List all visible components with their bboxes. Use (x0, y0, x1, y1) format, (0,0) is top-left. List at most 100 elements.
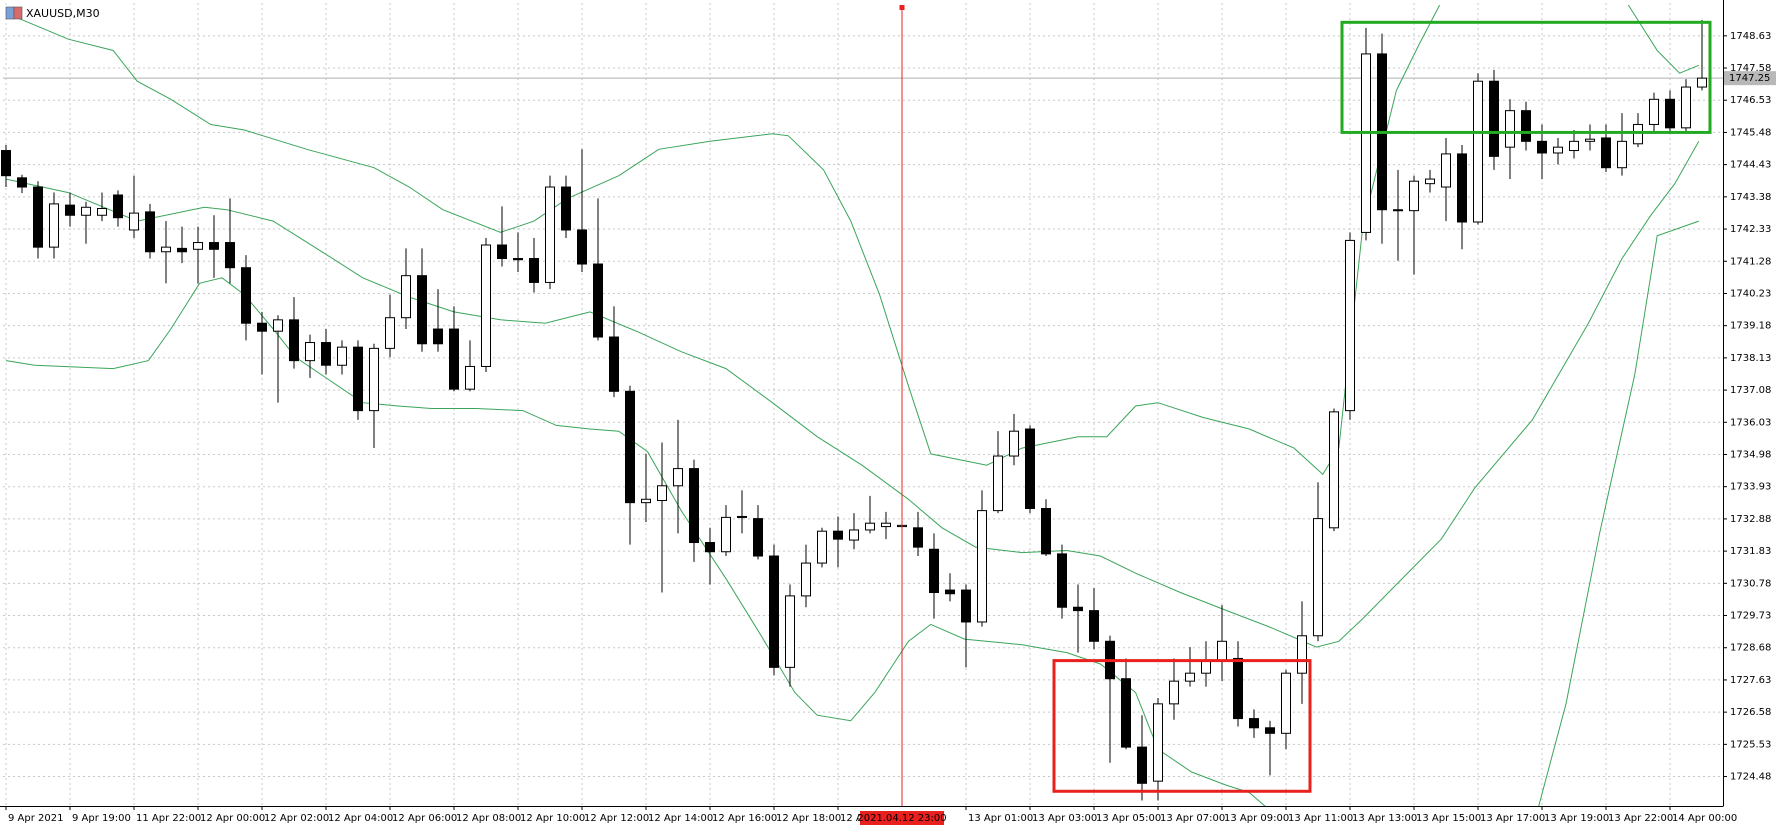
x-tick-label: 11 Apr 22:00 (136, 813, 201, 824)
candle-body (1041, 507, 1051, 555)
candle-body (1601, 137, 1611, 169)
x-tick-label: 13 Apr 15:00 (1416, 813, 1481, 824)
candle-body (1617, 140, 1627, 169)
candle-body (369, 347, 379, 412)
candle-body (545, 186, 555, 283)
y-tick-label: 1743.38 (1730, 192, 1771, 203)
y-tick-label: 1739.18 (1730, 321, 1771, 332)
x-tick-label: 12 Apr (840, 813, 874, 824)
candle-body (977, 510, 987, 623)
candle-body (769, 555, 779, 668)
candle-body (1, 150, 11, 177)
candle-body (817, 530, 827, 564)
candle-body (1425, 178, 1435, 185)
candle-body (353, 346, 363, 412)
y-tick-label: 1747.58 (1730, 63, 1771, 74)
candle-body (113, 194, 123, 219)
indicator-line (5, 4, 1699, 476)
candle-body (1505, 110, 1515, 148)
highlight-box (1340, 20, 1712, 134)
x-tick-label: 9 Apr 2021 (8, 813, 63, 824)
candle-body (33, 186, 43, 248)
candle-body (1185, 672, 1195, 682)
candle-body (1249, 718, 1259, 729)
overlay-layer (899, 5, 1712, 806)
candle-body (1345, 239, 1355, 412)
candle-body (385, 317, 395, 349)
x-tick-label: 13 Apr 01:00 (968, 813, 1033, 824)
candle-body (1681, 86, 1691, 129)
x-tick-label: 12 Apr 10:00 (520, 813, 585, 824)
y-tick-label: 1732.88 (1730, 514, 1771, 525)
candle-body (49, 203, 59, 248)
x-tick-label: 12 Apr 06:00 (392, 813, 457, 824)
x-tick-label: 13 Apr 07:00 (1160, 813, 1225, 824)
candle-body (1649, 98, 1659, 125)
candle-body (1281, 672, 1291, 734)
candle-body (721, 516, 731, 553)
x-tick-label: 12 Apr 16:00 (712, 813, 777, 824)
candle-body (1009, 430, 1019, 457)
candle-body (1025, 428, 1035, 509)
y-tick-label: 1726.58 (1730, 707, 1771, 718)
candle-body (305, 342, 315, 362)
candle-body (1409, 180, 1419, 212)
y-tick-label: 1731.83 (1730, 546, 1771, 557)
candle-body (1233, 657, 1243, 720)
x-tick-label: 13 Apr 17:00 (1480, 813, 1545, 824)
y-tick-label: 1742.33 (1730, 224, 1771, 235)
candle-body (321, 342, 331, 366)
candle-body (689, 468, 699, 544)
x-tick-label: 13 Apr 22:00 (1608, 813, 1673, 824)
candle-body (577, 229, 587, 265)
candle-body (945, 589, 955, 595)
candle-body (65, 204, 75, 216)
candle-body (1201, 660, 1211, 674)
candle-body (1489, 80, 1499, 157)
candle-body (81, 206, 91, 216)
last-price-label: 1747.25 (1729, 73, 1770, 84)
candle-body (1313, 518, 1323, 637)
candle-body (497, 244, 507, 259)
y-tick-label: 1730.78 (1730, 578, 1771, 589)
candle-body (1153, 703, 1163, 782)
candle-body (1169, 680, 1179, 705)
y-tick-label: 1724.48 (1730, 772, 1771, 783)
candle-body (1361, 53, 1371, 233)
last-price-box (1724, 71, 1776, 86)
y-tick-label: 1741.28 (1730, 256, 1771, 267)
x-tick-label: 14 Apr 00:00 (1672, 813, 1737, 824)
x-tick-label: 12 Apr 08:00 (456, 813, 521, 824)
candle-body (657, 485, 667, 502)
candle-body (401, 275, 411, 319)
candle-body (993, 455, 1003, 512)
candle-body (801, 562, 811, 597)
indicator-line (5, 141, 1700, 648)
y-tick-label: 1729.73 (1730, 611, 1771, 622)
candle-body (1633, 123, 1643, 145)
x-tick-label: 9 Apr 19:00 (72, 813, 131, 824)
candle-body (913, 527, 923, 548)
crosshair-marker (899, 5, 905, 10)
candle-body (593, 263, 603, 338)
y-tick-label: 1736.03 (1730, 417, 1771, 428)
candle-body (1297, 635, 1307, 674)
candle-body (785, 595, 795, 668)
candle-body (161, 246, 171, 253)
candle-body (833, 530, 843, 540)
x-tick-label: 12 Apr 04:00 (328, 813, 393, 824)
candle-body (481, 244, 491, 367)
highlight-box (1052, 659, 1312, 793)
candle-body (129, 212, 139, 231)
candle-body (1665, 98, 1675, 129)
candle-body (241, 267, 251, 324)
y-tick-label: 1727.63 (1730, 675, 1771, 686)
x-tick-label: 12 Apr 18:00 (776, 813, 841, 824)
y-tick-label: 1740.23 (1730, 288, 1771, 299)
candle-body (417, 275, 427, 345)
candle-body (17, 177, 27, 188)
candle-body (1393, 209, 1403, 212)
crosshair-label-box (860, 811, 944, 825)
candle-body (337, 346, 347, 366)
